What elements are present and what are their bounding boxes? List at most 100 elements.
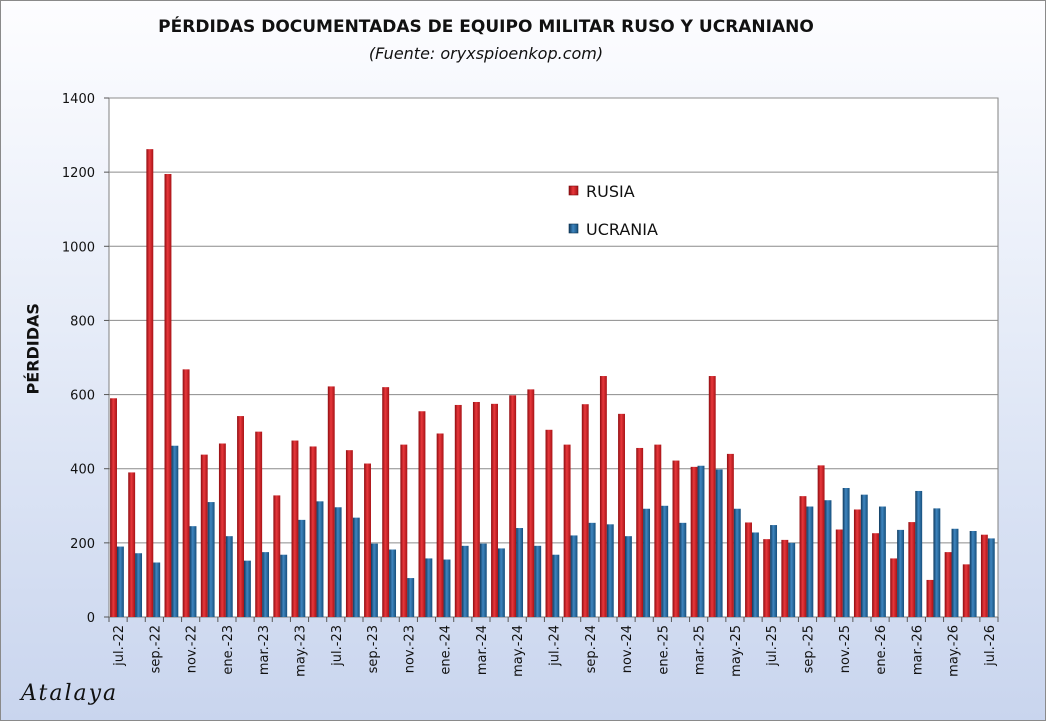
bar-rusia [708, 376, 716, 617]
bar-rusia [853, 509, 861, 617]
bar-ucrania [878, 506, 886, 617]
bar-rusia [128, 472, 136, 617]
bar-ucrania [824, 500, 832, 617]
bar-rusia [872, 533, 879, 617]
bar-rusia [636, 447, 644, 617]
bar-ucrania [643, 508, 651, 617]
bar-ucrania [316, 501, 324, 617]
bar-rusia [146, 149, 154, 617]
x-tick-label: may.-26 [947, 625, 962, 677]
x-tick-label: jul.-25 [765, 625, 780, 667]
x-tick-label: mar.-26 [910, 625, 925, 675]
bar-rusia [454, 404, 462, 617]
x-tick-label: nov.-22 [185, 625, 200, 673]
chart-title: PÉRDIDAS DOCUMENTADAS DE EQUIPO MILITAR … [158, 17, 814, 37]
bar-ucrania [715, 469, 723, 617]
x-tick-label: nov.-23 [402, 625, 417, 673]
chart-subtitle: (Fuente: oryxspioenkop.com) [368, 44, 604, 63]
x-tick-label: jul.-23 [330, 625, 345, 667]
bar-ucrania [552, 554, 560, 617]
bar-ucrania [588, 522, 596, 617]
bar-ucrania [969, 530, 977, 617]
bar-ucrania [479, 543, 487, 617]
bar-ucrania [933, 508, 941, 617]
x-tick-label: sep.-25 [802, 625, 817, 673]
bar-rusia [273, 495, 281, 617]
y-tick-label: 1400 [62, 92, 95, 107]
bar-ucrania [171, 445, 179, 617]
bar-rusia [237, 416, 244, 617]
bar-rusia [563, 444, 571, 617]
bar-ucrania [606, 524, 614, 617]
y-tick-label: 1000 [62, 240, 95, 255]
bar-rusia [218, 443, 226, 617]
x-tick-label: ene.-25 [656, 625, 671, 675]
y-tick-label: 200 [70, 537, 95, 552]
bar-ucrania [352, 517, 360, 617]
bar-rusia [382, 387, 390, 617]
bar-rusia [527, 389, 535, 617]
y-tick-label: 0 [87, 611, 95, 626]
x-tick-label: ene.-24 [439, 625, 454, 675]
bar-ucrania [516, 528, 524, 617]
bar-ucrania [570, 535, 578, 617]
bar-ucrania [788, 542, 796, 617]
bar-rusia [599, 376, 607, 617]
y-tick-label: 1200 [62, 166, 95, 181]
legend-label-rusia: RUSIA [586, 182, 635, 201]
y-tick-label: 600 [70, 389, 95, 404]
bar-rusia [200, 454, 208, 617]
bar-rusia [255, 431, 263, 617]
bar-rusia [980, 534, 988, 617]
x-tick-label: may.-23 [294, 625, 309, 677]
bar-ucrania [915, 490, 923, 617]
bar-ucrania [116, 546, 124, 617]
bar-rusia [817, 465, 825, 617]
bar-ucrania [661, 505, 669, 617]
bar-rusia [327, 386, 335, 617]
bar-ucrania [842, 487, 850, 617]
x-tick-label: nov.-24 [620, 625, 635, 673]
bar-rusia [182, 369, 190, 617]
bar-rusia [962, 564, 970, 617]
bar-ucrania [697, 465, 705, 617]
bar-ucrania [751, 532, 759, 617]
bar-rusia [345, 450, 353, 617]
bar-rusia [654, 444, 662, 617]
bar-ucrania [806, 506, 814, 617]
bar-rusia [509, 395, 517, 617]
bar-ucrania [189, 526, 197, 617]
x-tick-label: nov.-25 [838, 625, 853, 673]
x-tick-label: ene.-23 [221, 625, 236, 675]
bar-ucrania [987, 538, 995, 617]
bar-rusia [418, 411, 426, 617]
bar-ucrania [497, 548, 505, 617]
legend-swatch-ucrania [568, 223, 579, 234]
bar-rusia [472, 401, 480, 617]
bar-ucrania [443, 559, 451, 617]
bar-ucrania [243, 560, 251, 617]
bar-rusia [672, 460, 680, 617]
bar-ucrania [225, 536, 233, 617]
bar-ucrania [425, 558, 433, 617]
bar-rusia [291, 440, 299, 617]
bar-rusia [944, 552, 952, 617]
bar-ucrania [534, 545, 542, 617]
bar-ucrania [334, 507, 342, 617]
x-tick-label: may.-25 [729, 625, 744, 677]
bar-rusia [890, 558, 898, 617]
bar-rusia [436, 433, 444, 617]
bar-rusia [164, 173, 172, 617]
bar-ucrania [860, 494, 868, 617]
x-tick-label: ene.-26 [874, 625, 889, 675]
legend-label-ucrania: UCRANIA [586, 220, 658, 239]
bar-rusia [835, 529, 843, 617]
bar-rusia [908, 522, 916, 617]
bar-ucrania [733, 508, 741, 617]
bar-ucrania [262, 552, 270, 617]
bar-rusia [545, 429, 553, 617]
bar-ucrania [280, 554, 288, 617]
watermark-logo: Atalaya [21, 681, 119, 706]
